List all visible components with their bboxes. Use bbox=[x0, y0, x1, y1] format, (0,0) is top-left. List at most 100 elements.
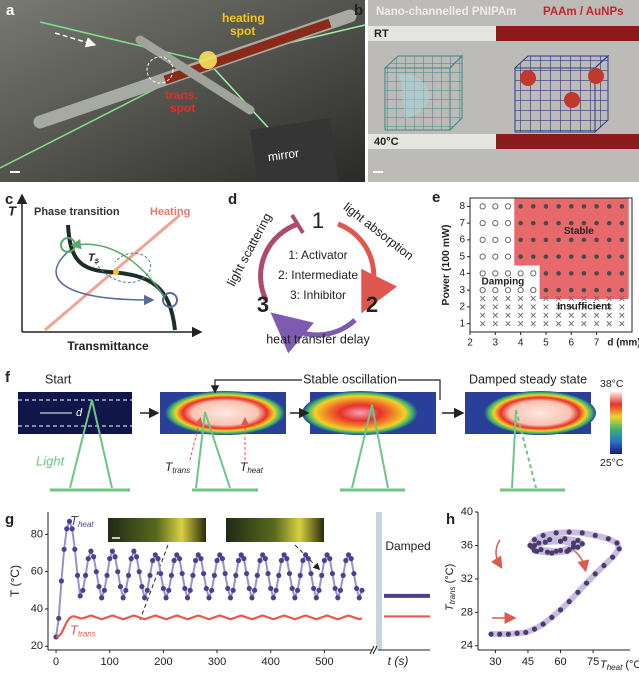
x-tick-label: 3 bbox=[493, 338, 499, 349]
point bbox=[557, 538, 564, 544]
point bbox=[77, 593, 83, 599]
point bbox=[504, 287, 512, 294]
point bbox=[530, 304, 536, 310]
inhibition-bar bbox=[290, 213, 305, 235]
cube bbox=[383, 55, 464, 69]
point bbox=[592, 532, 598, 539]
cube bbox=[513, 55, 610, 69]
point bbox=[479, 253, 486, 260]
panel-label: f bbox=[5, 369, 11, 386]
point bbox=[555, 304, 562, 310]
point bbox=[305, 556, 311, 562]
point bbox=[303, 552, 309, 558]
point bbox=[115, 569, 121, 575]
point bbox=[517, 295, 524, 302]
point bbox=[66, 518, 73, 524]
point bbox=[345, 552, 352, 558]
point bbox=[504, 236, 512, 243]
colorbar-label: 25°C bbox=[600, 457, 624, 469]
laser-beam bbox=[39, 21, 209, 63]
point bbox=[182, 585, 188, 592]
point bbox=[488, 631, 494, 637]
point bbox=[286, 570, 293, 577]
point bbox=[619, 271, 625, 276]
point bbox=[614, 540, 620, 546]
point bbox=[348, 556, 354, 562]
subscript: heat bbox=[607, 663, 623, 672]
tube bbox=[496, 134, 639, 149]
axis-label: Transmittance bbox=[67, 339, 149, 353]
point bbox=[581, 220, 587, 226]
point bbox=[273, 587, 279, 593]
point bbox=[479, 287, 486, 294]
point bbox=[606, 204, 612, 209]
point bbox=[543, 295, 549, 302]
point bbox=[243, 570, 250, 577]
point bbox=[292, 595, 298, 601]
arc-inhibition bbox=[258, 221, 299, 302]
point bbox=[592, 571, 598, 577]
light-label: Light bbox=[36, 453, 66, 468]
point bbox=[117, 583, 124, 590]
point bbox=[324, 552, 330, 558]
light-path bbox=[69, 399, 113, 489]
glass-rod bbox=[135, 35, 255, 115]
point bbox=[568, 220, 574, 226]
x-tick-label: 4 bbox=[518, 338, 524, 349]
subscript: heat bbox=[247, 466, 263, 475]
region-label: Insufficient bbox=[557, 302, 611, 313]
point bbox=[556, 271, 561, 276]
point bbox=[619, 254, 625, 259]
point bbox=[131, 548, 137, 554]
node bbox=[162, 292, 178, 308]
point bbox=[556, 237, 561, 243]
trajectory bbox=[94, 252, 152, 283]
point bbox=[606, 287, 612, 293]
pointer bbox=[139, 544, 169, 621]
x-axis-label: t (s) bbox=[388, 654, 409, 668]
y-tick-label: 6 bbox=[459, 235, 465, 246]
point bbox=[88, 548, 94, 554]
point bbox=[155, 556, 161, 562]
cube bbox=[594, 54, 609, 134]
point bbox=[184, 595, 191, 601]
point bbox=[329, 570, 336, 577]
inset-photo bbox=[226, 518, 324, 542]
y-tick-label: 32 bbox=[461, 573, 473, 585]
point bbox=[91, 554, 97, 560]
point bbox=[594, 271, 599, 276]
point bbox=[606, 320, 612, 327]
point bbox=[581, 237, 587, 243]
caption: PAAm / AuNPs bbox=[543, 6, 624, 18]
point bbox=[313, 595, 319, 601]
point bbox=[480, 304, 486, 310]
point bbox=[321, 557, 327, 564]
point bbox=[123, 587, 129, 593]
trajectory bbox=[70, 238, 166, 299]
point bbox=[492, 236, 499, 243]
point bbox=[557, 607, 564, 613]
point bbox=[505, 304, 511, 310]
point bbox=[543, 204, 549, 209]
point bbox=[543, 320, 549, 327]
point bbox=[340, 572, 346, 579]
point bbox=[276, 572, 282, 579]
y-tick-label: 20 bbox=[31, 640, 43, 652]
point bbox=[480, 312, 486, 318]
node-label: 1 bbox=[312, 208, 324, 233]
point bbox=[343, 557, 349, 564]
axis-break bbox=[369, 645, 378, 655]
x-tick-label: 500 bbox=[315, 656, 333, 668]
point bbox=[505, 312, 511, 318]
point bbox=[222, 570, 228, 577]
unit: (°C) bbox=[622, 659, 639, 671]
point bbox=[284, 556, 290, 562]
point bbox=[56, 615, 62, 621]
point bbox=[581, 295, 587, 302]
point bbox=[211, 572, 217, 579]
point bbox=[540, 532, 546, 539]
point bbox=[262, 556, 268, 562]
point bbox=[619, 320, 625, 327]
heating-glow bbox=[199, 51, 217, 69]
x-tick-label: 75 bbox=[587, 656, 599, 668]
